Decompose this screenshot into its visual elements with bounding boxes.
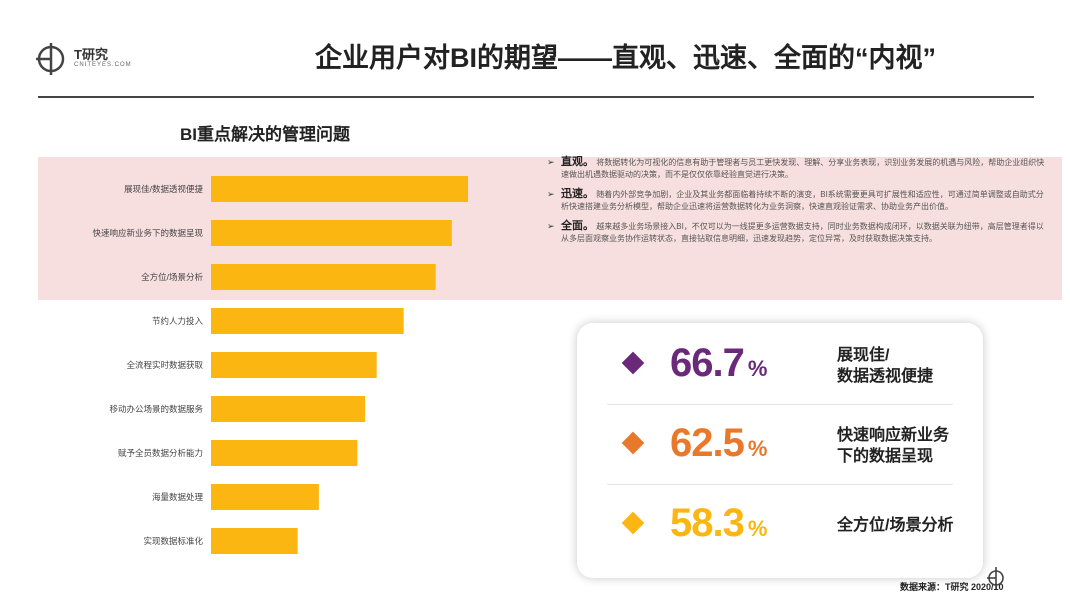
brand-mark-icon (987, 567, 1004, 589)
note-head: 迅速。 (561, 188, 594, 200)
highlight-band (38, 157, 1062, 300)
diamond-icon (621, 511, 645, 535)
bar (211, 220, 452, 246)
stats-card: 66.7% 展现佳/数据透视便捷 62.5% 快速响应新业务 下的数据呈现 58.… (577, 323, 983, 578)
brand-name: T研究 (74, 47, 108, 62)
category-label: 实现数据标准化 (143, 536, 203, 546)
bar (211, 264, 436, 290)
category-label: 赋予全员数据分析能力 (118, 448, 203, 458)
note-text: 将数据转化为可视化的信息有助于管理者与员工更快发现、理解、分享业务表现，识别业务… (561, 158, 1045, 179)
bar (211, 352, 377, 378)
note-item: ➢ 全面。 越来越多业务场景接入BI，不仅可以为一线提更多运营数据支持，同时业务… (547, 220, 1047, 245)
arrow-right-icon: ➢ (547, 221, 555, 231)
stat-row: 58.3% 全方位/场景分析 (577, 491, 983, 565)
stat-row: 66.7% 展现佳/数据透视便捷 (577, 331, 983, 405)
category-label: 全流程实时数据获取 (126, 360, 203, 370)
bar (211, 176, 468, 202)
title-divider (38, 96, 1034, 98)
stat-value: 66.7% (670, 341, 767, 385)
stat-value: 62.5% (670, 421, 767, 465)
note-item: ➢ 直观。 将数据转化为可视化的信息有助于管理者与员工更快发现、理解、分享业务表… (547, 156, 1047, 181)
category-label: 快速响应新业务下的数据呈现 (92, 228, 203, 238)
diamond-icon (621, 431, 645, 455)
note-text: 越来越多业务场景接入BI，不仅可以为一线提更多运营数据支持，同时业务数据构成闭环… (561, 222, 1044, 243)
category-label: 节约人力投入 (152, 316, 204, 326)
notes-list: ➢ 直观。 将数据转化为可视化的信息有助于管理者与员工更快发现、理解、分享业务表… (547, 156, 1047, 252)
category-label: 全方位/场景分析 (141, 272, 203, 282)
diamond-icon (621, 351, 645, 375)
category-label: 海量数据处理 (152, 492, 204, 502)
brand-mark-icon (36, 43, 65, 75)
category-label: 移动办公场景的数据服务 (109, 404, 203, 414)
stat-label: 全方位/场景分析 (837, 517, 954, 534)
bar (211, 440, 358, 466)
bar (211, 484, 319, 510)
category-label: 展现佳/数据透视便捷 (124, 184, 203, 194)
note-text: 随着内外部竞争加剧，企业及其业务都面临着持续不断的演变，BI系统需要更具可扩展性… (561, 190, 1044, 211)
stat-value: 58.3% (670, 501, 767, 545)
stat-divider (607, 404, 953, 405)
note-head: 全面。 (561, 220, 594, 232)
brand-subtitle: CNITEYES.COM (74, 62, 132, 68)
bar-chart: 展现佳/数据透视便捷快速响应新业务下的数据呈现全方位/场景分析节约人力投入全流程… (92, 176, 468, 554)
chart-title: BI重点解决的管理问题 (180, 125, 350, 144)
bar (211, 396, 366, 422)
arrow-right-icon: ➢ (547, 189, 555, 199)
data-source: 数据来源：T研究 2020/10 (900, 582, 1004, 592)
stat-divider (607, 484, 953, 485)
note-item: ➢ 迅速。 随着内外部竞争加剧，企业及其业务都面临着持续不断的演变，BI系统需要… (547, 188, 1047, 213)
bar (211, 528, 298, 554)
stat-label: 快速响应新业务 下的数据呈现 (837, 427, 950, 465)
page-title: 企业用户对BI的期望——直观、迅速、全面的“内视” (315, 43, 936, 73)
bar (211, 308, 404, 334)
brand-logo: T研究 CNITEYES.COM (34, 34, 174, 84)
note-head: 直观。 (561, 156, 594, 168)
stat-label: 展现佳/数据透视便捷 (837, 347, 934, 385)
stat-row: 62.5% 快速响应新业务 下的数据呈现 (577, 411, 983, 485)
arrow-right-icon: ➢ (547, 157, 555, 167)
